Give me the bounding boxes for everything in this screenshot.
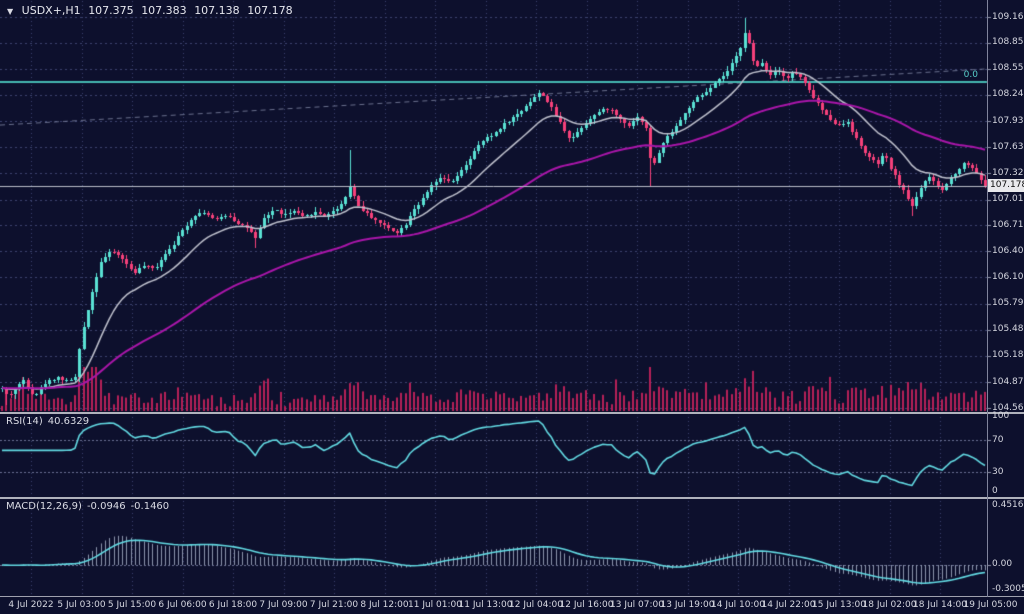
price-tick-label: 106.405: [992, 245, 1024, 256]
macd-scale-label: -0.3005: [992, 584, 1024, 594]
rsi-value: 40.6329: [47, 416, 90, 427]
pane-separator[interactable]: [0, 497, 1024, 499]
time-tick-label: 7 Jul 21:00: [309, 600, 359, 610]
collapse-icon[interactable]: ▼: [7, 7, 14, 16]
price-tick-label: 105.790: [992, 298, 1024, 309]
price-axis-divider: [987, 0, 988, 597]
price-tick-label: 108.855: [992, 37, 1024, 48]
time-tick-label: 14 Jul 10:00: [711, 600, 765, 610]
time-tick-label: 14 Jul 22:00: [761, 600, 816, 610]
rsi-scale-label: 30: [992, 467, 1004, 477]
rsi-label: RSI(14) 40.6329: [6, 416, 94, 427]
time-tick-label: 11 Jul 13:00: [458, 600, 513, 610]
price-tick-label: 106.710: [992, 219, 1024, 230]
macd-scale-label: 0.4516: [992, 500, 1024, 510]
price-tick-label: 104.870: [992, 376, 1024, 387]
time-tick-label: 18 Jul 02:00: [862, 600, 917, 610]
time-tick-label: 7 Jul 09:00: [259, 600, 308, 610]
time-tick-label: 19 Jul 05:00: [963, 600, 1018, 610]
price-tick-label: 104.565: [992, 402, 1024, 413]
macd-label: MACD(12,26,9) -0.0946 -0.1460: [6, 501, 174, 512]
macd-name: MACD(12,26,9): [6, 501, 82, 512]
time-tick-label: 15 Jul 13:00: [812, 600, 866, 610]
time-axis[interactable]: 4 Jul 2022 5 Jul 03:00 5 Jul 15:00 6 Jul 06…: [0, 597, 1024, 614]
pane-separator[interactable]: [0, 412, 1024, 414]
ohlc-open: 107.375: [88, 4, 134, 17]
price-tick-label: 105.180: [992, 350, 1024, 361]
time-tick-label: 18 Jul 14:00: [913, 600, 967, 610]
macd-signal-value: -0.1460: [130, 501, 170, 512]
macd-scale-label: 0.00: [992, 559, 1013, 569]
time-tick-label: 11 Jul 01:00: [408, 600, 462, 610]
time-tick-label: 5 Jul 03:00: [57, 600, 106, 610]
time-tick-label: 13 Jul 07:00: [610, 600, 664, 610]
rsi-scale-label: 0: [992, 486, 998, 496]
time-tick-label: 5 Jul 15:00: [107, 600, 157, 610]
price-tick-label: 105.485: [992, 324, 1024, 335]
price-tick-label: 106.100: [992, 271, 1024, 282]
rsi-scale-label: 100: [992, 411, 1010, 421]
symbol-timeframe: USDX+,H1: [21, 4, 81, 17]
rsi-name: RSI(14): [6, 416, 43, 427]
pane-separator[interactable]: [0, 596, 1024, 597]
time-tick-label: 12 Jul 04:00: [509, 600, 563, 610]
price-tick-label: 108.245: [992, 89, 1024, 100]
price-tick-label: 109.160: [992, 11, 1024, 22]
price-tick-label: 107.630: [992, 141, 1024, 152]
rsi-scale-label: 70: [992, 435, 1004, 445]
current-price-tag: 107.178: [988, 179, 1024, 192]
price-axis[interactable]: 109.160 108.855 108.550 108.245 107.935 107.6…: [988, 0, 1024, 597]
price-tick-label: 107.935: [992, 115, 1024, 126]
fib-level-label: 0.0: [963, 70, 978, 80]
time-tick-label: 6 Jul 06:00: [158, 600, 207, 610]
ohlc-close: 107.178: [247, 4, 293, 17]
time-tick-label: 13 Jul 19:00: [660, 600, 715, 610]
macd-main-value: -0.0946: [86, 501, 126, 512]
time-tick-label: 8 Jul 12:00: [360, 600, 409, 610]
price-tick-label: 107.015: [992, 194, 1024, 205]
time-tick-label: 12 Jul 16:00: [559, 600, 614, 610]
ohlc-high: 107.383: [141, 4, 187, 17]
price-tick-label: 107.325: [992, 167, 1024, 178]
ohlc-low: 107.138: [194, 4, 240, 17]
price-tick-label: 108.550: [992, 63, 1024, 74]
time-tick-label: 6 Jul 18:00: [208, 600, 258, 610]
chart-title: ▼ USDX+,H1 107.375 107.383 107.138 107.1…: [7, 4, 297, 17]
time-tick-label: 4 Jul 2022: [8, 600, 54, 610]
